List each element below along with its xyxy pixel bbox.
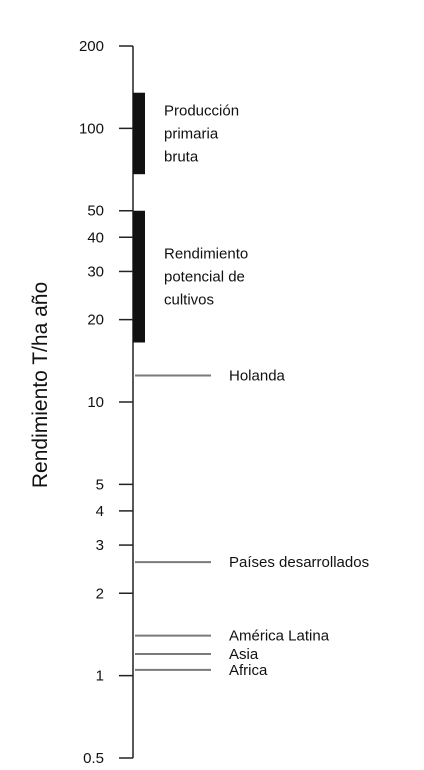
y-tick-label: 3: [96, 537, 104, 554]
marker-label-africa: Africa: [229, 662, 268, 679]
y-tick-label: 30: [87, 263, 104, 280]
marker-label-holanda: Holanda: [229, 367, 286, 384]
range-label-line: Rendimiento: [164, 246, 248, 263]
y-tick-label: 40: [87, 229, 104, 246]
range-bars: Producción primaria bruta Rendimiento potenc…: [133, 92, 248, 343]
range-bar-produccion: [133, 92, 145, 175]
y-tick-label: 4: [96, 503, 104, 520]
y-tick-label: 2: [96, 585, 104, 602]
y-tick-label: 10: [87, 394, 104, 411]
y-axis-ticks: 200 100 50 40 30 20 10 5 4 3 2 1 0.5: [79, 38, 133, 767]
y-tick-label: 1: [96, 668, 104, 685]
range-label-line: Producción: [164, 102, 239, 119]
marker-label-asia: Asia: [229, 646, 259, 663]
y-tick-label: 0.5: [83, 750, 104, 767]
y-tick-label: 20: [87, 312, 104, 329]
range-label-line: bruta: [164, 148, 199, 165]
y-tick-label: 5: [96, 476, 104, 493]
range-bar-rendimiento: [133, 210, 145, 343]
range-label-line: potencial de: [164, 269, 245, 286]
range-label-produccion: Producción primaria bruta: [164, 102, 239, 165]
range-label-rendimiento: Rendimiento potencial de cultivos: [164, 246, 248, 309]
region-markers: Holanda Países desarrollados América Latin…: [135, 367, 369, 679]
range-label-line: cultivos: [164, 292, 214, 309]
marker-label-paises-desarrollados: Países desarrollados: [229, 554, 369, 571]
marker-label-america-latina: América Latina: [229, 628, 330, 645]
y-tick-label: 200: [79, 38, 104, 55]
y-tick-label: 100: [79, 120, 104, 137]
range-label-line: primaria: [164, 125, 219, 142]
y-tick-label: 50: [87, 203, 104, 220]
y-axis-title: Rendimiento T/ha año: [29, 282, 52, 488]
